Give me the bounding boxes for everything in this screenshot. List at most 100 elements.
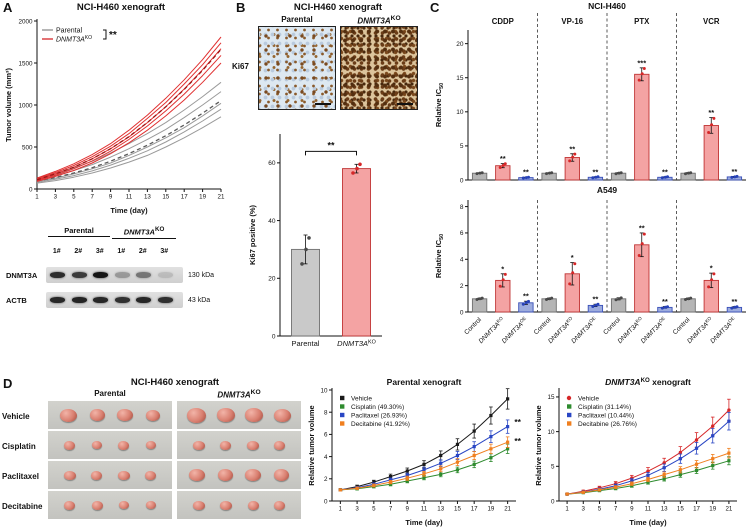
svg-text:10: 10: [320, 387, 328, 394]
svg-text:Relative tumor volume: Relative tumor volume: [307, 405, 316, 485]
svg-text:1: 1: [565, 506, 569, 513]
svg-text:1500: 1500: [18, 60, 33, 67]
svg-text:*: *: [501, 264, 504, 273]
svg-text:11: 11: [421, 506, 428, 513]
panel-b-title: NCI-H460 xenograft: [293, 2, 383, 13]
blot-band: [50, 272, 65, 278]
tumor: [91, 441, 102, 449]
tumor: [192, 440, 205, 450]
blot-lane-labels: 1# 2# 3# 1# 2# 3#: [46, 240, 232, 258]
blot-rows: DNMT3A 130 kDa ACTB 43 kDa: [6, 267, 232, 308]
svg-text:6: 6: [460, 230, 464, 237]
blot-lane-label: 3#: [95, 248, 104, 255]
blot-row-actb: ACTB 43 kDa: [6, 292, 232, 308]
svg-text:Paclitaxel (26.93%): Paclitaxel (26.93%): [351, 412, 407, 419]
svg-text:17: 17: [471, 506, 478, 513]
tumor: [91, 470, 103, 480]
blot-band: [71, 297, 87, 303]
svg-text:Time (day): Time (day): [110, 206, 148, 215]
svg-text:**: **: [731, 167, 737, 176]
blot-lane-label: 2#: [74, 248, 83, 255]
tumor: [64, 440, 76, 450]
svg-text:11: 11: [126, 194, 133, 201]
svg-text:Parental xenograft: Parental xenograft: [387, 377, 462, 387]
western-blot: Parental DNMT3AKO 1# 2# 3# 1# 2# 3# DNMT3A 130…: [6, 226, 232, 308]
svg-text:**: **: [523, 168, 529, 177]
svg-text:Relative IC50: Relative IC50: [434, 83, 445, 127]
svg-text:A549: A549: [597, 185, 618, 195]
panel-d-title: NCI-H460 xenograft: [130, 377, 220, 388]
svg-text:3: 3: [54, 194, 58, 201]
tumor: [274, 500, 286, 510]
svg-text:0: 0: [29, 186, 33, 193]
tumor: [118, 440, 130, 450]
tumor-photo-row: [177, 491, 301, 519]
tumor: [187, 407, 207, 423]
svg-text:15: 15: [454, 506, 461, 513]
blot-group-header-ko: DNMT3AKO: [112, 226, 176, 239]
svg-text:Decitabine (26.76%): Decitabine (26.76%): [578, 421, 637, 428]
svg-text:7: 7: [614, 506, 618, 513]
svg-text:17: 17: [693, 506, 700, 513]
svg-text:PTX: PTX: [634, 17, 650, 26]
svg-text:17: 17: [181, 194, 188, 201]
svg-text:**: **: [569, 144, 575, 153]
svg-text:**: **: [639, 223, 645, 232]
svg-text:15: 15: [162, 194, 169, 201]
svg-text:DNMT3AOE: DNMT3AOE: [500, 316, 530, 346]
svg-text:20: 20: [456, 41, 464, 48]
blot-lane-label: 1#: [117, 248, 126, 255]
molecular-weight-label: 43 kDa: [188, 296, 211, 304]
ihc-header-parental: Parental: [281, 15, 313, 24]
svg-text:**: **: [708, 108, 714, 117]
tumor: [117, 470, 130, 480]
svg-text:40: 40: [268, 218, 276, 225]
scale-bar: [315, 103, 331, 105]
blot-band: [157, 297, 173, 303]
svg-text:Ki67 positive (%): Ki67 positive (%): [248, 204, 257, 265]
tumor: [145, 470, 157, 480]
tumor-photo-row: [48, 461, 172, 489]
svg-text:**: **: [662, 167, 668, 176]
svg-text:Control: Control: [463, 316, 483, 336]
tumor-photo-row: [48, 431, 172, 459]
svg-text:DNMT3AOE: DNMT3AOE: [569, 316, 599, 346]
blot-band: [114, 297, 130, 303]
svg-text:3: 3: [582, 506, 586, 513]
tumor: [89, 409, 105, 421]
svg-text:0: 0: [460, 177, 464, 184]
svg-text:13: 13: [144, 194, 151, 201]
svg-text:5: 5: [551, 464, 555, 471]
svg-text:6: 6: [324, 432, 328, 439]
tumor-photo-row: [48, 491, 172, 519]
svg-text:10: 10: [547, 429, 555, 436]
tumor: [273, 408, 291, 422]
svg-text:5: 5: [460, 143, 464, 150]
ihc-header-ko: DNMT3AKO: [357, 15, 401, 26]
protein-label: DNMT3A: [6, 270, 38, 280]
svg-text:DNMT3AKO: DNMT3AKO: [56, 35, 92, 43]
svg-text:NCI-H460: NCI-H460: [588, 1, 626, 11]
tumor-photo-row: [177, 401, 301, 429]
svg-text:9: 9: [630, 506, 634, 513]
blot-strip: [46, 292, 183, 308]
svg-text:**: **: [662, 297, 668, 306]
ihc-image-ko: [340, 26, 418, 110]
tumor: [64, 500, 76, 510]
blot-strip: [46, 267, 183, 283]
svg-text:60: 60: [268, 160, 276, 167]
svg-text:DNMT3AKO: DNMT3AKO: [337, 339, 376, 348]
svg-text:DNMT3AKO xenograft: DNMT3AKO xenograft: [605, 377, 691, 387]
svg-text:7: 7: [389, 506, 393, 513]
svg-text:0: 0: [324, 498, 328, 505]
blot-band: [71, 272, 87, 278]
svg-text:7: 7: [90, 194, 94, 201]
svg-text:Time (day): Time (day): [629, 518, 667, 527]
tumor: [216, 408, 235, 422]
ic50-chart-nci-h460: NCI-H460 0 5 10 15 20 Relative IC50 CDDP ** ** VP-…: [434, 1, 746, 184]
svg-text:*: *: [571, 253, 574, 262]
tumor: [245, 469, 262, 481]
